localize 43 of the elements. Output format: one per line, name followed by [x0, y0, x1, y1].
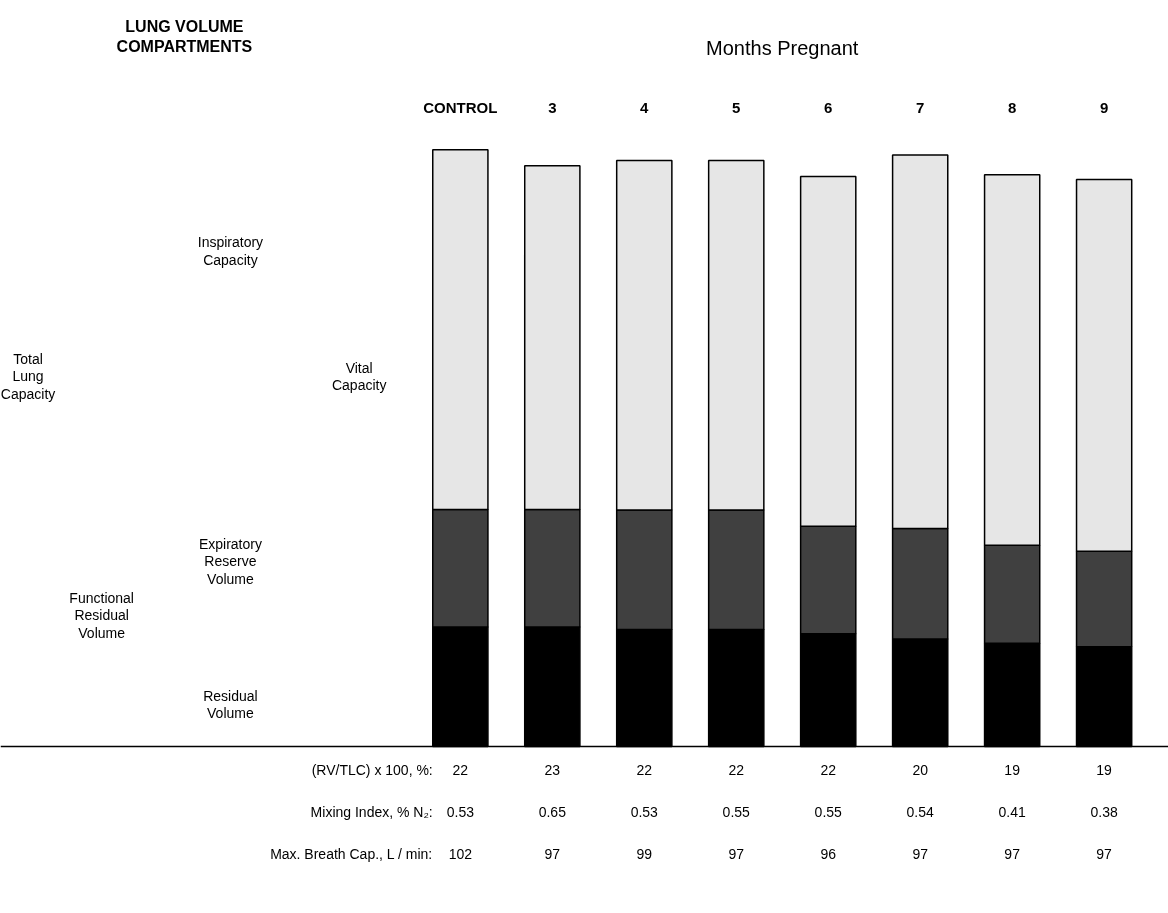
text: 0.65 — [538, 804, 567, 821]
text: 0.53 — [630, 804, 659, 821]
text: Residual Volume — [203, 687, 258, 722]
x-tick-label: 3 — [548, 98, 557, 116]
text: 97 — [1004, 845, 1021, 862]
text: 97 — [544, 845, 561, 862]
text: (RV/TLC) x 100, %: — [311, 762, 433, 779]
text: 0.38 — [1090, 804, 1118, 821]
text: 22 — [636, 762, 653, 779]
text: 22 — [820, 762, 837, 779]
text: 20 — [912, 762, 929, 779]
text: 0.41 — [998, 804, 1026, 821]
text: LUNG VOLUME COMPARTMENTS — [116, 17, 253, 55]
text: 96 — [820, 845, 837, 862]
text: Inspiratory Capacity — [197, 234, 264, 268]
text: Functional Residual Volume — [69, 589, 134, 641]
text: 97 — [1096, 845, 1113, 862]
x-tick-label: 5 — [732, 98, 741, 116]
x-tick-label: 8 — [1007, 98, 1017, 116]
text: 19 — [1004, 762, 1021, 779]
text: 97 — [728, 845, 745, 862]
x-tick-label: 6 — [824, 98, 833, 116]
text: 0.55 — [814, 804, 843, 821]
text: 102 — [448, 845, 473, 862]
x-tick-label: 7 — [916, 98, 925, 116]
text: 22 — [728, 762, 745, 779]
text: Vital Capacity — [331, 359, 387, 394]
x-tick-label: CONTROL — [423, 99, 498, 117]
text: 23 — [544, 762, 561, 779]
text: Max. Breath Cap., L / min: — [270, 845, 433, 862]
text: 0.53 — [446, 804, 475, 821]
x-tick-label: 4 — [640, 98, 650, 116]
text: 22 — [452, 762, 469, 779]
text: 97 — [912, 845, 929, 862]
chart-title: Months Pregnant — [706, 37, 859, 60]
text: 0.55 — [722, 804, 751, 821]
text: Mixing Index, % N₂: — [310, 804, 433, 821]
text: 19 — [1096, 762, 1113, 779]
text: 0.54 — [906, 804, 935, 821]
text: Expiratory Reserve Volume — [198, 535, 262, 588]
text: 99 — [636, 845, 653, 862]
text: Total Lung Capacity — [0, 350, 56, 403]
x-tick-label: 9 — [1099, 98, 1109, 116]
